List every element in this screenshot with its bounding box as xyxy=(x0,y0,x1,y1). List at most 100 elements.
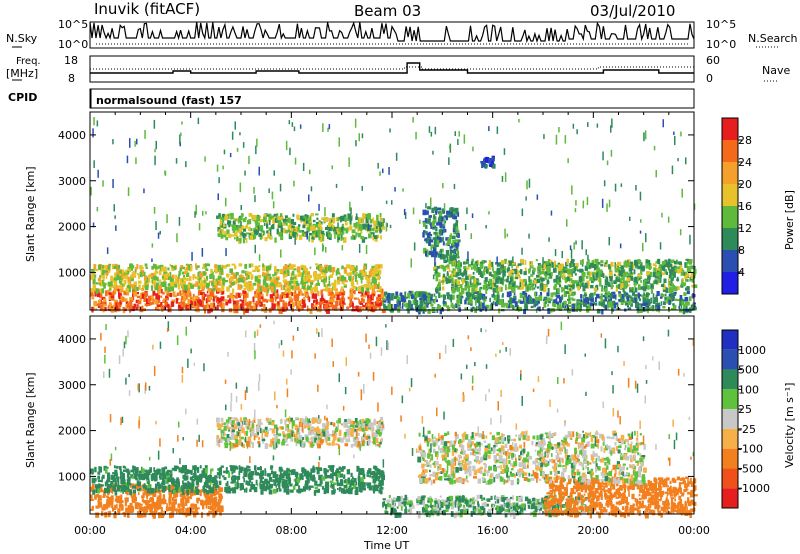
power-cell-band-1 xyxy=(388,298,391,305)
velocity-cell-band-1 xyxy=(168,484,171,491)
cpid-label: CPID xyxy=(8,91,37,104)
power-cell-band-1 xyxy=(652,306,655,312)
power-cell-band-4 xyxy=(294,226,298,233)
power-cell-band-3 xyxy=(686,266,690,272)
power-cell-band-2 xyxy=(92,284,96,289)
power-cell-band-3 xyxy=(654,279,658,284)
power-cell-band-0 xyxy=(119,300,122,305)
power-cell-scatter xyxy=(271,191,274,200)
power-cell-band-0 xyxy=(257,292,261,299)
power-cell-band-5 xyxy=(452,240,456,246)
power-cell-scatter xyxy=(548,237,550,242)
power-cell-band-0 xyxy=(324,305,329,310)
power-cell-band-2 xyxy=(145,266,148,269)
power-cell-band-3 xyxy=(677,261,682,265)
power-cell-band-4 xyxy=(321,233,325,236)
power-cell-band-5 xyxy=(457,233,460,238)
power-cell-band-0 xyxy=(229,292,234,299)
power-cell-band-5 xyxy=(455,248,459,252)
power-cell-band-0 xyxy=(158,290,162,294)
power-cell-band-1 xyxy=(493,292,495,296)
power-cell-band-3 xyxy=(482,269,486,276)
velocity-cell-band-0 xyxy=(192,490,196,496)
power-cell-scatter xyxy=(240,237,242,244)
power-cell-band-2 xyxy=(118,273,122,279)
power-cell-band-0 xyxy=(97,299,102,304)
power-cell-band-1 xyxy=(519,292,524,299)
velocity-cell-band-1 xyxy=(153,467,156,472)
power-cell-band-5 xyxy=(452,250,455,257)
power-cell-scatter xyxy=(350,207,352,215)
power-cell-band-2 xyxy=(90,275,94,280)
power-cell-band-0 xyxy=(330,298,335,303)
power-cell-band-3 xyxy=(684,262,688,268)
power-cell-band-3 xyxy=(457,267,460,272)
power-cell-band-3 xyxy=(477,267,482,273)
power-cell-band-1 xyxy=(542,298,545,302)
power-cell-band-4 xyxy=(216,215,220,219)
power-cell-band-3 xyxy=(467,281,469,287)
power-cell-scatter xyxy=(643,132,645,142)
power-cell-band-2 xyxy=(301,272,304,278)
power-cell-band-4 xyxy=(264,237,268,242)
power-cell-band-0 xyxy=(370,301,374,305)
power-cell-scatter xyxy=(279,183,282,192)
velocity-cell-band-0 xyxy=(163,510,165,517)
power-cell-band-4 xyxy=(317,230,321,237)
power-cell-band-2 xyxy=(187,282,191,289)
power-cell-band-5 xyxy=(430,222,433,227)
power-cell-band-3 xyxy=(567,274,571,279)
power-cell-band-1 xyxy=(526,296,530,302)
power-cell-band-0 xyxy=(366,299,371,305)
velocity-cell-band-1 xyxy=(344,485,346,489)
power-cell-band-5 xyxy=(443,229,447,233)
power-cell-band-4 xyxy=(219,224,224,228)
velocity-cell-band-0 xyxy=(134,493,137,497)
power-cell-band-3 xyxy=(691,266,695,269)
power-cell-band-2 xyxy=(245,286,248,289)
power-cell-band-4 xyxy=(316,217,319,220)
power-cell-band-1 xyxy=(450,305,454,308)
power-cell-band-3 xyxy=(536,266,541,270)
power-cell-scatter xyxy=(201,248,204,257)
power-cell-band-3 xyxy=(541,286,544,291)
velocity-cell-band-0 xyxy=(100,486,103,489)
power-cell-band-1 xyxy=(618,299,622,302)
power-cell-band-3 xyxy=(469,276,474,280)
power-cell-band-2 xyxy=(125,269,129,274)
power-cell-band-5 xyxy=(435,226,438,232)
power-cell-band-1 xyxy=(638,298,641,302)
power-cell-band-2 xyxy=(197,285,200,290)
velocity-cell-band-1 xyxy=(272,479,276,483)
power-cell-band-4 xyxy=(324,227,329,230)
power-cell-band-0 xyxy=(135,292,139,295)
power-cell-band-1 xyxy=(549,298,553,301)
power-cell-band-0 xyxy=(208,296,213,301)
power-cell-scatter xyxy=(106,247,109,254)
power-cell-band-2 xyxy=(234,265,237,270)
power-cell-scatter xyxy=(581,240,583,250)
power-cell-band-1 xyxy=(509,291,512,297)
power-cell-scatter xyxy=(255,145,257,155)
power-cell-band-3 xyxy=(689,269,692,273)
power-cell-band-0 xyxy=(261,298,266,301)
power-cell-band-3 xyxy=(482,285,487,290)
velocity-cell-band-1 xyxy=(237,478,239,484)
power-cell-band-3 xyxy=(637,276,639,282)
power-cell-scatter xyxy=(425,203,427,209)
power-cell-band-2 xyxy=(241,270,245,274)
power-cell-band-2 xyxy=(198,283,201,287)
power-cell-band-3 xyxy=(489,271,492,277)
power-cell-scatter xyxy=(242,142,245,148)
power-cell-band-0 xyxy=(180,300,183,303)
power-cell-band-3 xyxy=(670,259,675,263)
power-cell-band-2 xyxy=(110,280,113,286)
power-cell-band-0 xyxy=(284,295,286,299)
power-cell-band-1 xyxy=(405,302,409,308)
power-cell-scatter xyxy=(606,160,609,166)
power-cell-band-2 xyxy=(153,285,156,288)
power-cell-band-2 xyxy=(100,267,105,271)
power-cell-band-0 xyxy=(143,292,148,297)
power-cell-band-2 xyxy=(301,285,306,289)
power-cell-band-3 xyxy=(462,273,464,278)
